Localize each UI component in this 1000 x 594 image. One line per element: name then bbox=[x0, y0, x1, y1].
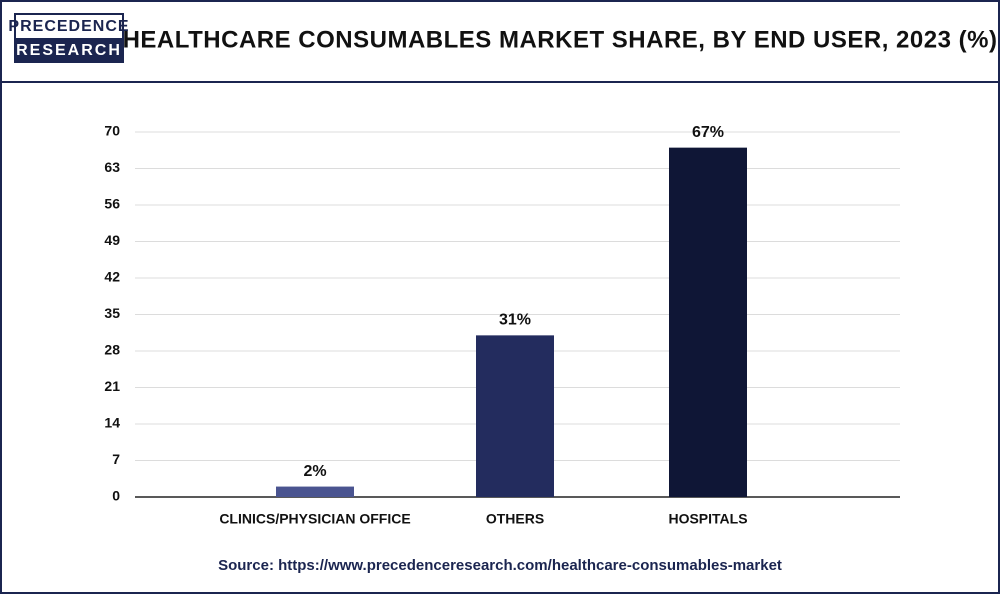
y-tick-label: 0 bbox=[112, 488, 120, 504]
value-label: 67% bbox=[692, 124, 724, 141]
bar bbox=[669, 147, 747, 497]
y-tick-label: 42 bbox=[104, 269, 120, 285]
y-tick-label: 21 bbox=[104, 378, 120, 394]
bar bbox=[476, 335, 554, 497]
chart-title: HEALTHCARE CONSUMABLES MARKET SHARE, BY … bbox=[123, 26, 998, 53]
y-tick-label: 70 bbox=[104, 123, 120, 139]
y-tick-label: 7 bbox=[112, 451, 120, 467]
y-tick-label: 49 bbox=[104, 232, 120, 248]
value-label: 2% bbox=[303, 463, 326, 480]
y-tick-label: 14 bbox=[104, 415, 120, 431]
value-label: 31% bbox=[499, 312, 531, 329]
y-tick-label: 35 bbox=[104, 305, 120, 321]
source: Source: https://www.precedenceresearch.c… bbox=[218, 557, 782, 574]
bar bbox=[276, 486, 354, 497]
logo-band bbox=[15, 38, 123, 62]
logo-text: PRECEDENCE bbox=[8, 18, 129, 35]
y-tick-label: 28 bbox=[104, 342, 120, 358]
x-tick-label: OTHERS bbox=[486, 511, 544, 527]
logo-text: RESEARCH bbox=[16, 42, 122, 59]
y-tick-label: 56 bbox=[104, 196, 120, 212]
x-tick-label: CLINICS/PHYSICIAN OFFICE bbox=[219, 511, 410, 527]
x-tick-label: HOSPITALS bbox=[668, 511, 747, 527]
y-tick-label: 63 bbox=[104, 159, 120, 175]
